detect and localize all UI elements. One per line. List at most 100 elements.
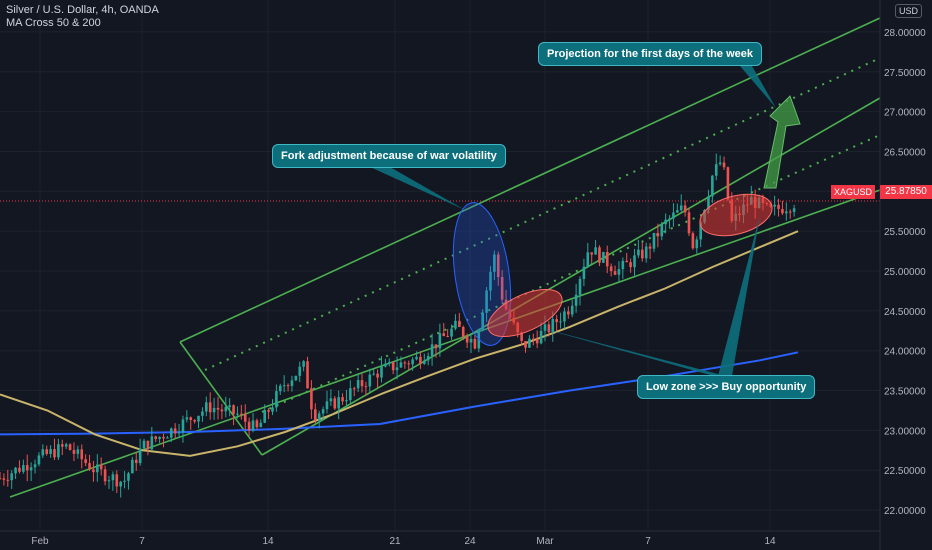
candle-body (18, 467, 21, 472)
channel-handle-line (179, 341, 263, 456)
candle-body (208, 402, 212, 413)
candle-body (72, 450, 76, 454)
candle-body (426, 356, 430, 361)
candle-body (84, 459, 87, 464)
candle-body (496, 254, 500, 278)
candle-body (14, 467, 17, 474)
price-axis-bg (880, 0, 932, 550)
candle-body (570, 305, 574, 315)
candle-body (197, 415, 200, 422)
candle-body (387, 362, 391, 364)
candle-body (247, 421, 251, 431)
candle-body (64, 444, 68, 447)
candle-body (10, 473, 13, 481)
price-tick-label: 23.50000 (884, 387, 926, 398)
candlestick-series (0, 153, 796, 498)
candle-body (294, 375, 298, 381)
price-tick-label: 25.00000 (884, 267, 926, 278)
candle-body (263, 410, 267, 423)
candle-body (726, 167, 730, 200)
candle-body (57, 444, 60, 458)
candle-body (352, 388, 356, 390)
candle-body (788, 211, 792, 213)
candle-body (531, 338, 535, 340)
channel-upper-line (179, 17, 881, 343)
candle-body (372, 373, 375, 375)
candle-body (236, 413, 239, 415)
candle-body (158, 436, 161, 440)
candle-body (243, 414, 247, 422)
candle-body (594, 247, 597, 255)
candle-body (672, 212, 675, 219)
candle-body (528, 338, 531, 348)
candle-body (415, 356, 418, 360)
candle-body (679, 205, 683, 211)
candle-body (154, 436, 158, 440)
candle-body (446, 336, 449, 338)
low-zone-callout[interactable]: Low zone >>> Buy opportunity (637, 375, 816, 399)
candle-body (115, 474, 119, 487)
candle-body (660, 224, 664, 237)
candle-body (298, 366, 302, 376)
time-tick-label: 24 (464, 536, 476, 547)
candle-body (376, 373, 379, 378)
candle-body (411, 359, 414, 365)
candle-body (349, 388, 352, 401)
symbol-title[interactable]: Silver / U.S. Dollar, 4h, OANDA (6, 4, 159, 16)
projection-pointer (740, 66, 776, 108)
candle-body (68, 444, 72, 451)
fork-callout[interactable]: Fork adjustment because of war volatilit… (272, 144, 506, 168)
candle-body (107, 480, 111, 482)
candle-body (185, 417, 189, 420)
candle-body (76, 449, 80, 454)
candle-body (711, 175, 714, 197)
candle-body (60, 444, 64, 447)
candle-body (458, 320, 461, 327)
candle-body (329, 398, 333, 402)
candle-body (146, 440, 150, 450)
candle-body (103, 469, 107, 482)
candle-body (306, 361, 309, 389)
candle-body (551, 319, 555, 333)
candle-body (450, 328, 453, 337)
price-tick-label: 28.00000 (884, 28, 926, 39)
candle-body (193, 419, 196, 422)
candle-body (430, 344, 434, 357)
candle-body (189, 417, 193, 420)
candle-body (96, 464, 99, 473)
candle-body (228, 405, 231, 408)
candle-body (220, 409, 224, 412)
candle-body (722, 162, 726, 168)
candle-body (166, 437, 169, 439)
candle-body (0, 478, 2, 480)
price-tick-label: 25.50000 (884, 227, 926, 238)
candle-body (224, 407, 228, 412)
candle-body (41, 449, 45, 456)
candle-body (535, 339, 539, 344)
candle-body (345, 400, 348, 402)
low-zone-pointer-1 (530, 325, 722, 375)
candle-body (617, 269, 621, 275)
price-tick-label: 27.00000 (884, 108, 926, 119)
candle-body (138, 448, 142, 464)
candle-body (524, 340, 527, 348)
currency-label[interactable]: USD (894, 4, 922, 18)
candle-body (792, 208, 796, 212)
price-tick-label: 24.50000 (884, 307, 926, 318)
candle-body (609, 266, 613, 272)
projection-callout[interactable]: Projection for the first days of the wee… (538, 42, 762, 66)
candle-body (714, 164, 718, 176)
candle-body (687, 212, 691, 234)
candle-body (99, 464, 103, 470)
candle-body (216, 407, 220, 410)
candle-body (473, 338, 477, 349)
candle-body (590, 252, 593, 255)
candle-body (395, 367, 399, 371)
candle-body (380, 366, 383, 378)
indicator-title[interactable]: MA Cross 50 & 200 (6, 17, 101, 29)
callout-pointers (370, 66, 776, 376)
candle-body (275, 391, 278, 408)
candle-body (278, 385, 282, 392)
candle-body (574, 294, 578, 306)
